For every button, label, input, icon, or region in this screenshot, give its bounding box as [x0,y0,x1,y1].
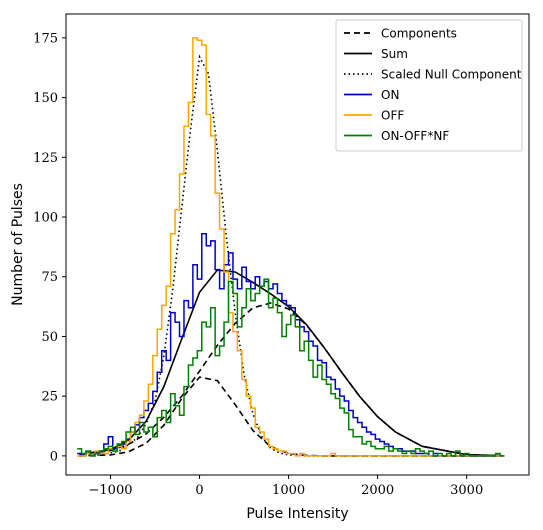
x-tick-label: 0 [195,483,203,498]
x-tick-label: 3000 [450,483,483,498]
legend: Components Sum Scaled Null Component ON OFF O… [335,19,523,152]
series-2-line [79,269,503,457]
y-tick-label: 0 [50,449,58,464]
y-tick-label: 50 [41,330,58,345]
x-axis-label: Pulse Intensity [246,506,348,522]
x-tick-label: 1000 [272,483,305,498]
x-tick-label: −1000 [89,483,133,498]
legend-entry-label: OFF [381,109,404,123]
axes-frame [65,13,530,476]
y-tick-label: 75 [41,270,58,285]
series-6-line [77,278,505,457]
y-tick-label: 125 [33,151,58,166]
x-tick-label: 2000 [361,483,394,498]
series-3-line [79,54,503,457]
y-tick-label: 25 [41,390,58,405]
y-tick-label: 100 [33,211,58,226]
legend-entry-label: Scaled Null Component [381,68,522,82]
legend-entry-label: Components [381,27,457,41]
y-axis-label: Number of Pulses [10,183,26,306]
series-5-line [77,37,505,457]
series-1-line [79,302,503,457]
series-0-line [79,376,503,457]
legend-box [335,19,523,152]
legend-entry-label: Sum [381,47,408,61]
legend-entry-label: ON [381,88,399,102]
ticks-layer: −1000 0 1000 2000 3000 0 25 50 75 100 125 150 175 [33,31,483,498]
y-tick-label: 175 [33,31,58,46]
legend-entry-label: ON-OFF*NF [381,129,449,143]
series-layer [77,37,505,457]
y-tick-label: 150 [33,91,58,106]
